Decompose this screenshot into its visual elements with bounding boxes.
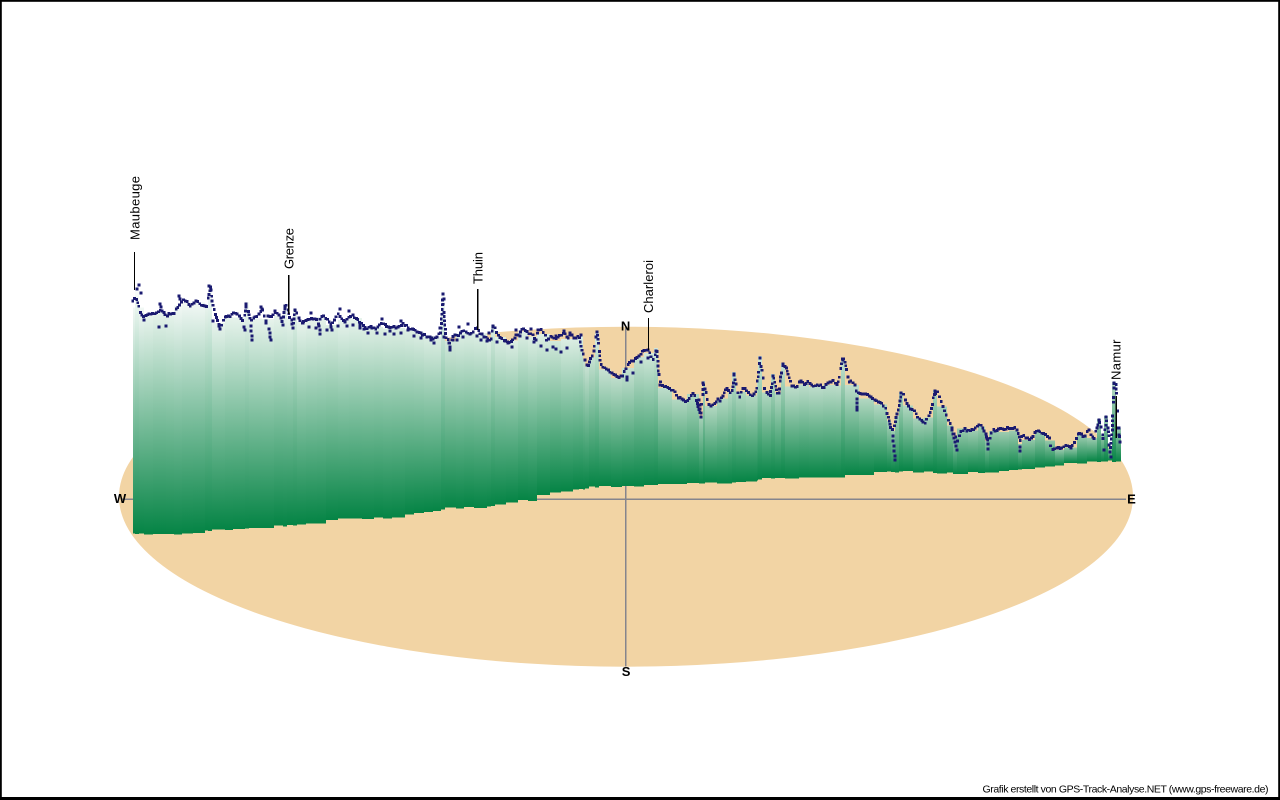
svg-text:S: S (622, 664, 631, 679)
svg-text:Grenze: Grenze (281, 228, 296, 269)
svg-text:Grafik erstellt von GPS-Track-: Grafik erstellt von GPS-Track-Analyse.NE… (983, 784, 1269, 796)
svg-text:Charleroi: Charleroi (641, 260, 656, 313)
svg-text:Thuin: Thuin (470, 252, 485, 284)
svg-text:Maubeuge: Maubeuge (128, 176, 143, 240)
svg-text:Namur: Namur (1109, 339, 1124, 380)
svg-text:E: E (1127, 491, 1136, 506)
svg-text:N: N (621, 318, 630, 333)
svg-text:W: W (114, 491, 127, 506)
